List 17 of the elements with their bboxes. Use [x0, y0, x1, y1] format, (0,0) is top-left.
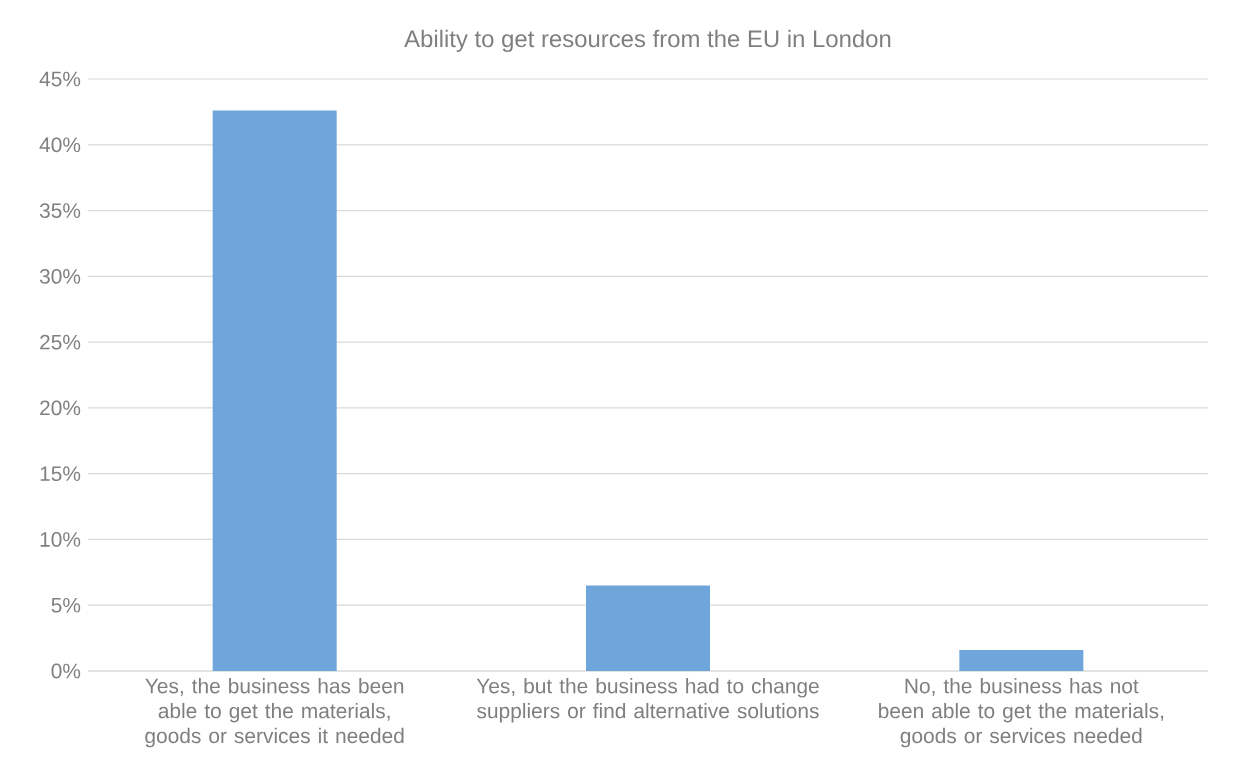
- y-tick-label: 25%: [40, 334, 81, 350]
- bar: [212, 110, 337, 671]
- y-tick-label: 45%: [39, 71, 81, 87]
- y-tick-label: 10%: [40, 532, 81, 547]
- y-tick-label: 0%: [51, 663, 81, 679]
- y-tick-label: 15%: [40, 466, 81, 482]
- bar: [586, 585, 711, 671]
- bar: [959, 649, 1084, 671]
- y-tick-label: 20%: [40, 400, 81, 416]
- y-tick-label: 40%: [39, 137, 81, 153]
- x-tick-label: Yes, the business has been able to get the materials, goods or services it needed: [145, 678, 404, 748]
- x-tick-label: No, the business has not been able to get the materials, goods or services needed: [879, 678, 1164, 748]
- x-tick-label: Yes, but the business had to change suppliers or find alternative solutions: [476, 678, 819, 723]
- chart-title: Ability to get resources from the EU in London: [404, 29, 891, 53]
- y-tick-label: 30%: [39, 268, 81, 284]
- y-tick-label: 5%: [51, 597, 81, 613]
- y-tick-label: 35%: [39, 203, 81, 218]
